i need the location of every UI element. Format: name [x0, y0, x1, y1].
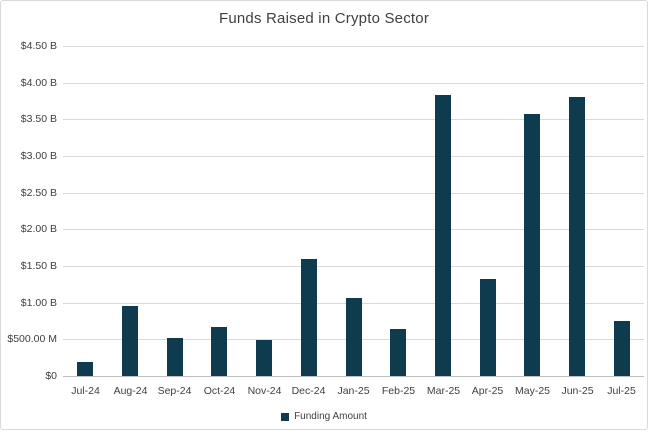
chart-title: Funds Raised in Crypto Sector	[218, 10, 430, 27]
y-tick-label: $4.50 B	[20, 40, 57, 52]
x-axis-line	[63, 376, 644, 377]
y-tick-label: $500.00 M	[7, 333, 57, 345]
x-tick-label: Apr-25	[471, 385, 504, 397]
bar-mar-25	[435, 95, 451, 376]
y-tick-label: $2.00 B	[20, 223, 57, 235]
x-tick-label: Oct-24	[203, 385, 236, 397]
bar-nov-24	[256, 340, 272, 376]
bar-jul-24	[77, 362, 93, 376]
x-tick-label: Jan-25	[337, 385, 370, 397]
x-tick-label: Feb-25	[381, 385, 416, 397]
y-tick-label: $4.00 B	[20, 77, 57, 89]
x-tick-label: Jul-24	[71, 385, 100, 397]
gridline	[63, 83, 644, 84]
gridline	[63, 119, 644, 120]
bar-jun-25	[569, 97, 585, 376]
y-tick-label: $1.50 B	[20, 260, 57, 272]
legend-swatch-icon	[281, 412, 290, 421]
x-tick-label: Jul-25	[607, 385, 636, 397]
gridline	[63, 266, 644, 267]
y-tick-label: $2.50 B	[20, 187, 57, 199]
x-tick-label: Jun-25	[561, 385, 594, 397]
bar-aug-24	[122, 306, 138, 376]
legend-label: Funding Amount	[294, 411, 367, 422]
bar-jul-25	[614, 321, 630, 376]
bar-jan-25	[346, 298, 362, 376]
x-tick-label: Nov-24	[247, 385, 282, 397]
bar-dec-24	[301, 259, 317, 376]
y-tick-label: $0	[45, 370, 57, 382]
bar-feb-25	[390, 329, 406, 376]
bar-apr-25	[480, 279, 496, 376]
bar-may-25	[524, 114, 540, 376]
gridline	[63, 46, 644, 47]
x-tick-label: Aug-24	[113, 385, 148, 397]
x-tick-label: Dec-24	[291, 385, 326, 397]
gridline	[63, 156, 644, 157]
legend: Funding Amount	[1, 411, 647, 422]
bar-oct-24	[211, 327, 227, 376]
y-tick-label: $1.00 B	[20, 297, 57, 309]
gridline	[63, 229, 644, 230]
x-tick-label: May-25	[514, 385, 550, 397]
x-tick-label: Mar-25	[426, 385, 461, 397]
bar-sep-24	[167, 338, 183, 376]
y-tick-label: $3.50 B	[20, 113, 57, 125]
x-tick-label: Sep-24	[157, 385, 192, 397]
y-tick-label: $3.00 B	[20, 150, 57, 162]
gridline	[63, 193, 644, 194]
